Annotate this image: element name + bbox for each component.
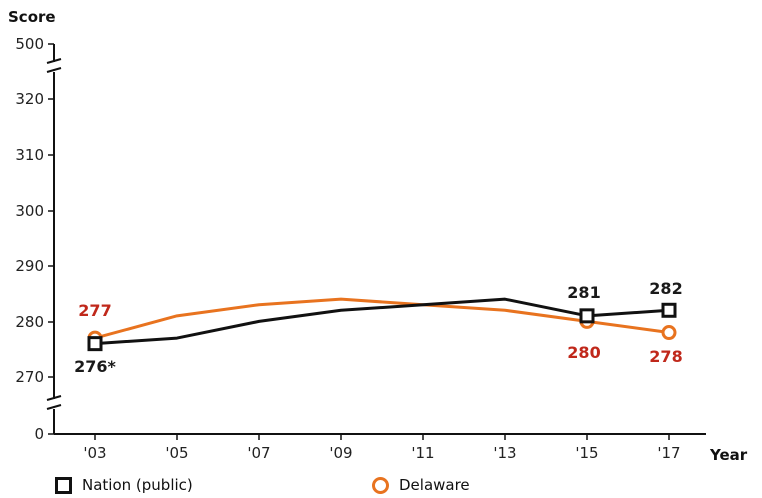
x-tick-label: '15 <box>575 444 598 462</box>
legend-square-marker-icon <box>55 476 72 494</box>
legend-label-delaware: Delaware <box>399 476 470 494</box>
delaware-point-marker <box>661 325 677 341</box>
axis-break-icon-top <box>46 58 62 73</box>
y-axis-title: Score <box>8 8 56 26</box>
x-tick-label: '17 <box>657 444 680 462</box>
nation-point-marker <box>661 302 677 318</box>
x-axis-title: Year <box>709 446 748 464</box>
delaware-data-label: 278 <box>649 347 682 366</box>
x-tick-label: '05 <box>165 444 188 462</box>
x-tick-label: '11 <box>411 444 434 462</box>
delaware-data-label: 280 <box>567 343 600 362</box>
legend-label-nation: Nation (public) <box>82 476 193 494</box>
y-tick-label: 300 <box>15 202 44 220</box>
nation-point-marker <box>579 308 595 324</box>
y-tick-label: 270 <box>15 368 44 386</box>
y-tick-label: 320 <box>15 90 44 108</box>
legend-item-nation: Nation (public) <box>55 473 193 497</box>
legend-circle-marker-icon <box>372 476 389 494</box>
axis-break-icon-bottom <box>46 395 62 410</box>
nation-point-marker <box>87 336 103 352</box>
y-tick-label: 500 <box>15 35 44 53</box>
x-tick-label: '03 <box>83 444 106 462</box>
nation-data-label: 276* <box>74 357 116 376</box>
nation-data-label: 281 <box>567 283 600 302</box>
delaware-data-label: 277 <box>78 301 111 320</box>
x-tick-label: '07 <box>247 444 270 462</box>
y-tick-label: 310 <box>15 146 44 164</box>
legend-item-delaware: Delaware <box>372 473 470 497</box>
y-tick-label: 290 <box>15 257 44 275</box>
series-line-nation <box>94 297 670 346</box>
nation-data-label: 282 <box>649 279 682 298</box>
x-tick-label: '09 <box>329 444 352 462</box>
series-line-delaware <box>94 297 670 340</box>
x-tick-label: '13 <box>493 444 516 462</box>
y-tick-label: 0 <box>34 425 44 443</box>
y-tick-label: 280 <box>15 313 44 331</box>
